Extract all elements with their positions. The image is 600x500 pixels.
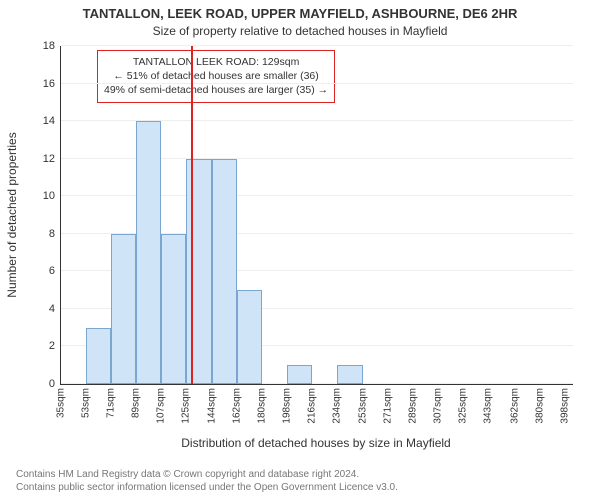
x-tick-label: 144sqm — [207, 388, 218, 424]
x-tick-label: 271sqm — [383, 388, 394, 424]
histogram-bar — [287, 365, 312, 384]
x-tick-label: 180sqm — [257, 388, 268, 424]
histogram-bar — [212, 159, 237, 384]
x-tick-label: 380sqm — [534, 388, 545, 424]
histogram-bar — [86, 328, 111, 384]
x-tick-label: 71sqm — [105, 388, 116, 418]
x-tick-label: 125sqm — [180, 388, 191, 424]
chart-title-main: TANTALLON, LEEK ROAD, UPPER MAYFIELD, AS… — [0, 6, 600, 21]
footer-line2: Contains public sector information licen… — [16, 481, 398, 494]
y-tick-label: 14 — [43, 115, 55, 127]
x-tick-label: 307sqm — [433, 388, 444, 424]
y-tick-label: 16 — [43, 78, 55, 90]
y-tick-label: 10 — [43, 190, 55, 202]
x-tick-label: 343sqm — [483, 388, 494, 424]
y-tick-label: 18 — [43, 40, 55, 52]
histogram-bar — [136, 121, 161, 384]
x-tick-label: 198sqm — [282, 388, 293, 424]
footer-attribution: Contains HM Land Registry data © Crown c… — [16, 468, 398, 494]
chart-title-sub: Size of property relative to detached ho… — [0, 24, 600, 38]
y-tick-label: 2 — [49, 340, 55, 352]
y-axis-label: Number of detached properties — [5, 132, 19, 297]
annotation-line3: 49% of semi-detached houses are larger (… — [104, 83, 328, 97]
y-tick-label: 0 — [49, 378, 55, 390]
annotation-line1: TANTALLON LEEK ROAD: 129sqm — [104, 55, 328, 69]
plot-area: TANTALLON LEEK ROAD: 129sqm ← 51% of det… — [60, 46, 573, 385]
footer-line1: Contains HM Land Registry data © Crown c… — [16, 468, 398, 481]
histogram-bar — [237, 290, 262, 384]
y-gridline — [61, 83, 573, 84]
x-tick-label: 107sqm — [155, 388, 166, 424]
reference-line — [191, 46, 193, 384]
histogram-bar — [111, 234, 136, 384]
annotation-box: TANTALLON LEEK ROAD: 129sqm ← 51% of det… — [97, 50, 335, 103]
x-tick-label: 325sqm — [458, 388, 469, 424]
histogram-bar — [337, 365, 363, 384]
x-tick-label: 253sqm — [358, 388, 369, 424]
histogram-bar — [186, 159, 212, 384]
x-tick-label: 162sqm — [232, 388, 243, 424]
x-tick-label: 234sqm — [332, 388, 343, 424]
x-tick-label: 53sqm — [80, 388, 91, 418]
y-tick-label: 12 — [43, 153, 55, 165]
y-tick-label: 8 — [49, 228, 55, 240]
x-tick-label: 35sqm — [56, 388, 67, 418]
x-tick-label: 362sqm — [509, 388, 520, 424]
x-tick-label: 398sqm — [559, 388, 570, 424]
y-gridline — [61, 45, 573, 46]
chart-container: TANTALLON, LEEK ROAD, UPPER MAYFIELD, AS… — [0, 0, 600, 500]
y-tick-label: 4 — [49, 303, 55, 315]
histogram-bar — [161, 234, 186, 384]
y-tick-label: 6 — [49, 265, 55, 277]
annotation-line2: ← 51% of detached houses are smaller (36… — [104, 69, 328, 83]
x-tick-label: 216sqm — [307, 388, 318, 424]
x-tick-label: 89sqm — [130, 388, 141, 418]
x-axis-label: Distribution of detached houses by size … — [60, 436, 572, 450]
x-tick-label: 289sqm — [408, 388, 419, 424]
